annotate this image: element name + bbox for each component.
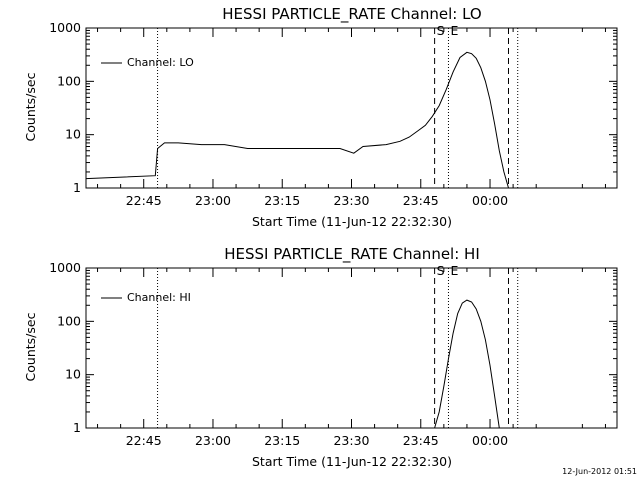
lo-y-tick-label: 1 — [73, 180, 81, 195]
lo-channel-panel: HESSI PARTICLE_RATE Channel: LO Start Ti… — [23, 5, 618, 229]
lo-series-line — [85, 51, 509, 189]
hi-y-tick-label: 1000 — [49, 260, 81, 275]
lo-y-tick-label: 1000 — [49, 20, 81, 35]
hi-x-tick-label: 23:45 — [403, 433, 439, 448]
hi-x-tick-label: 22:45 — [126, 433, 162, 448]
lo-x-tick-label: 00:00 — [472, 193, 508, 208]
lo-x-tick-label: 22:45 — [126, 193, 162, 208]
lo-y-tick-label: 10 — [65, 127, 81, 142]
lo-marker-label-e: E — [450, 23, 458, 38]
lo-x-tick-label: 23:15 — [264, 193, 300, 208]
hi-x-axis-label: Start Time (11-Jun-12 22:32:30) — [252, 454, 452, 469]
hi-marker-label-e: E — [450, 263, 458, 278]
hi-chart-title: HESSI PARTICLE_RATE Channel: HI — [224, 245, 480, 264]
lo-chart-title: HESSI PARTICLE_RATE Channel: LO — [222, 5, 481, 24]
lo-x-tick-label: 23:00 — [195, 193, 231, 208]
lo-legend-label: Channel: LO — [127, 56, 194, 69]
hi-y-tick-label: 100 — [57, 313, 81, 328]
lo-y-tick-label: 100 — [57, 73, 81, 88]
lo-y-axis-label: Counts/sec — [23, 72, 38, 141]
hi-legend-label: Channel: HI — [127, 291, 191, 304]
hi-marker-label-s: S — [437, 263, 445, 278]
lo-marker-label-s: S — [437, 23, 445, 38]
hi-y-tick-label: 10 — [65, 367, 81, 382]
lo-x-tick-label: 23:30 — [333, 193, 369, 208]
hi-x-tick-label: 23:00 — [195, 433, 231, 448]
hi-x-tick-label: 23:15 — [264, 433, 300, 448]
hi-series-line — [434, 299, 500, 429]
lo-x-tick-label: 23:45 — [403, 193, 439, 208]
lo-x-axis-label: Start Time (11-Jun-12 22:32:30) — [252, 214, 452, 229]
hi-channel-panel: HESSI PARTICLE_RATE Channel: HI Start Ti… — [23, 245, 618, 469]
hi-y-tick-label: 1 — [73, 420, 81, 435]
hi-x-tick-label: 00:00 — [472, 433, 508, 448]
footer-timestamp: 12-Jun-2012 01:51 — [562, 467, 637, 476]
hi-y-axis-label: Counts/sec — [23, 312, 38, 381]
hi-x-tick-label: 23:30 — [333, 433, 369, 448]
